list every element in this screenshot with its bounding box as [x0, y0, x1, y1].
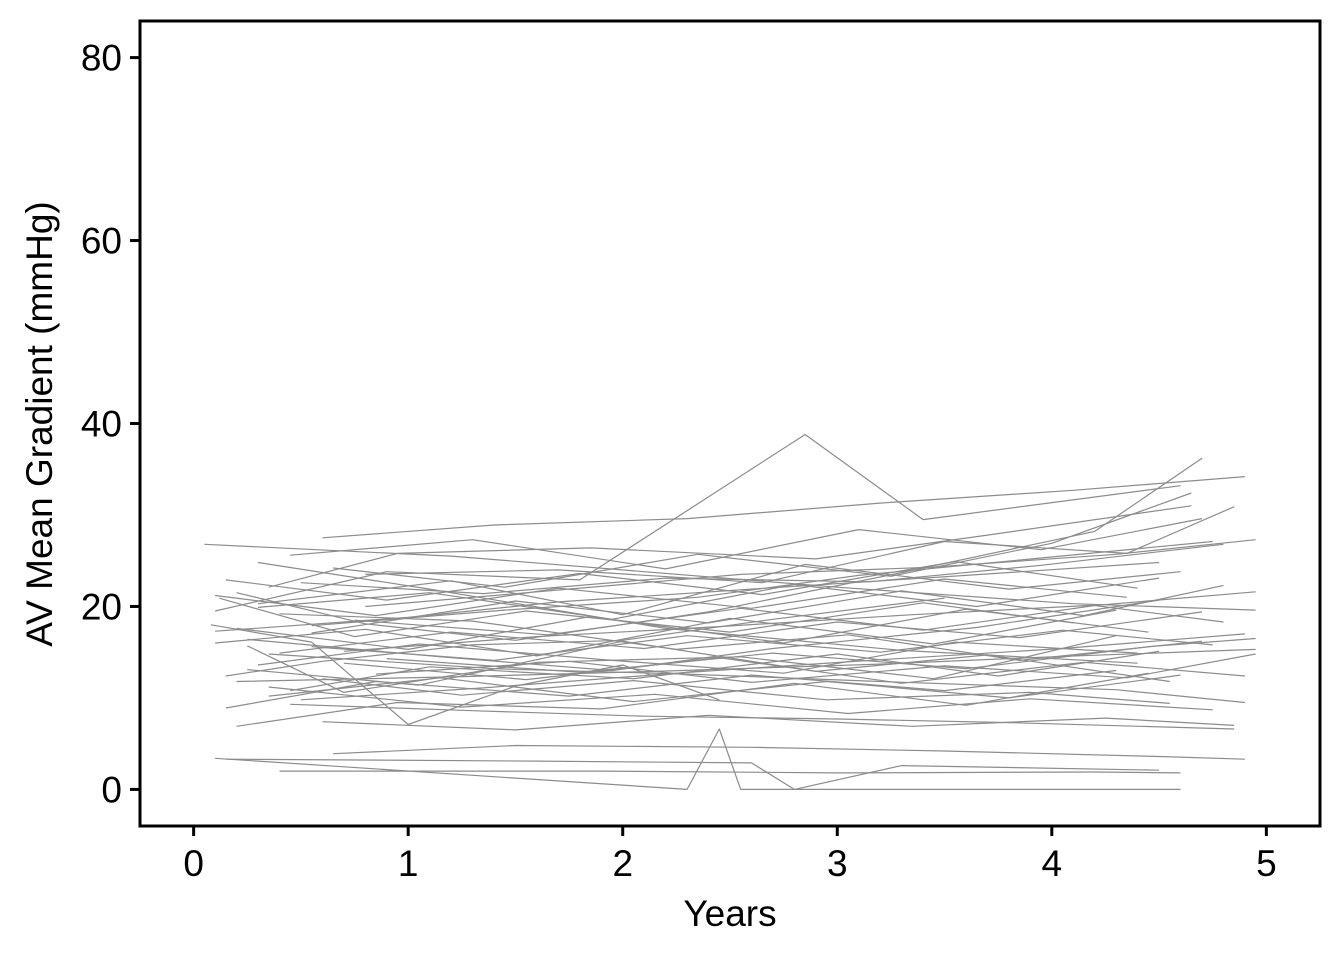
series-line-29: [290, 650, 1160, 692]
y-axis: 0 20 40 60 80: [81, 38, 140, 810]
series-line-23: [343, 591, 1256, 652]
series-line-7: [215, 561, 1160, 632]
y-tick-label: 80: [81, 38, 122, 79]
series-line-14: [333, 744, 1245, 760]
series-line-30: [236, 672, 1149, 727]
x-tick-label: 5: [1256, 843, 1277, 884]
series-line-27: [365, 506, 1235, 584]
x-axis-title: Years: [683, 893, 776, 934]
series-line-41: [375, 653, 1256, 684]
series-line-21: [322, 678, 1170, 704]
series-line-46: [343, 657, 1245, 684]
series-line-42: [257, 577, 1160, 620]
series-line-35: [333, 492, 1192, 588]
x-tick-label: 4: [1042, 843, 1063, 884]
series-line-33: [268, 686, 1213, 715]
series-line-18: [268, 505, 1192, 588]
series-line-24: [225, 669, 1117, 709]
series-line-39: [225, 560, 1138, 601]
y-tick-label: 40: [81, 404, 122, 445]
series-line-9: [210, 624, 720, 726]
series-line-36: [247, 640, 1170, 686]
y-tick-label: 0: [101, 769, 122, 810]
x-tick-label: 2: [612, 843, 633, 884]
y-tick-label: 60: [81, 221, 122, 262]
series-line-2: [214, 433, 1181, 612]
series-line-34: [215, 609, 1117, 657]
x-tick-label: 3: [827, 843, 848, 884]
series-line-40: [279, 611, 1203, 654]
series-line-47: [215, 578, 1127, 617]
series-line-50: [365, 539, 1256, 608]
series-line-44: [236, 608, 1149, 651]
series-line-3: [236, 457, 1203, 641]
y-axis-title: AV Mean Gradient (mmHg): [19, 201, 60, 647]
series-line-48: [311, 629, 1213, 662]
x-tick-label: 0: [183, 843, 204, 884]
series-line-13: [279, 770, 1181, 774]
series-line-45: [290, 518, 1203, 570]
x-axis: 0 1 2 3 4 5: [183, 826, 1277, 884]
y-tick-label: 20: [81, 586, 122, 627]
series-line-49: [268, 674, 1181, 703]
series-line-32: [311, 584, 1224, 634]
series-line-17: [300, 543, 1224, 595]
series-line-19: [311, 540, 1213, 627]
series-lines: [204, 433, 1256, 791]
series-line-43: [322, 714, 1235, 731]
series-line-38: [354, 604, 1224, 636]
x-tick-label: 1: [398, 843, 419, 884]
series-line-11: [215, 728, 1181, 791]
series-line-26: [322, 476, 1245, 539]
series-line-12: [225, 758, 1160, 791]
series-line-37: [300, 633, 1245, 701]
